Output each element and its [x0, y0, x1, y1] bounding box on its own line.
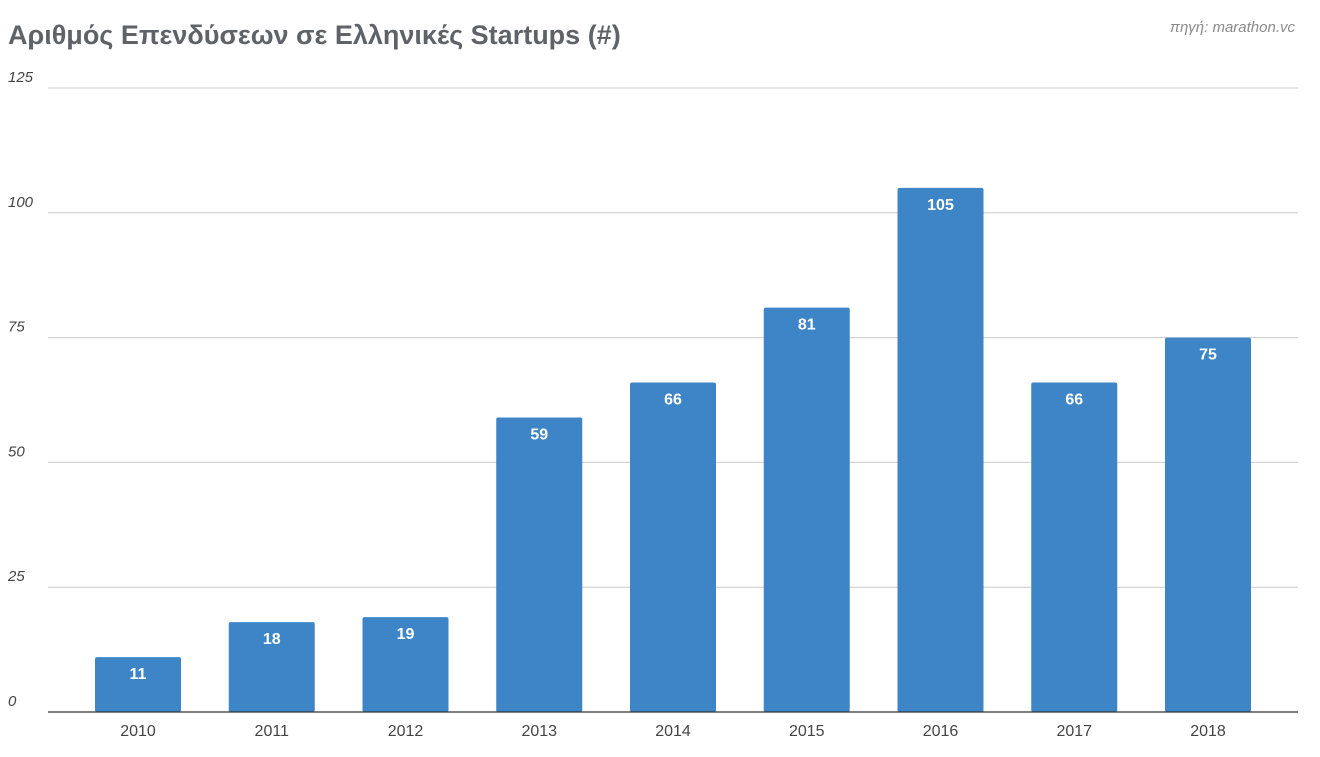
- bar: [1031, 382, 1118, 712]
- bar-data-label: 66: [664, 392, 682, 409]
- x-tick-label: 2013: [521, 723, 557, 740]
- x-tick-label: 2010: [120, 723, 156, 740]
- bar: [362, 617, 449, 712]
- bar: [496, 417, 583, 712]
- y-tick-label: 50: [8, 443, 25, 460]
- bar-data-label: 11: [130, 666, 147, 683]
- bar-data-label: 18: [263, 631, 281, 648]
- bar: [1165, 337, 1251, 712]
- x-tick-label: 2012: [388, 723, 424, 740]
- bar: [763, 307, 850, 712]
- y-tick-label: 25: [7, 568, 25, 585]
- bar: [897, 187, 984, 713]
- bar-data-label: 59: [530, 426, 548, 443]
- bar: [95, 657, 181, 712]
- chart-title: Αριθμός Επενδύσεων σε Ελληνικές Startups…: [8, 20, 621, 50]
- x-tick-label: 2017: [1056, 723, 1092, 740]
- y-tick-label: 75: [8, 319, 25, 336]
- y-tick-label: 125: [8, 69, 34, 86]
- x-tick-label: 2016: [923, 723, 959, 740]
- x-tick-label: 2011: [255, 723, 290, 740]
- x-tick-label: 2015: [789, 723, 825, 740]
- source-note: πηγή: marathon.vc: [1169, 19, 1295, 36]
- bar-data-label: 19: [397, 626, 415, 643]
- bar-data-label: 75: [1199, 347, 1217, 364]
- bar-data-label: 66: [1065, 392, 1083, 409]
- y-tick-label: 0: [8, 693, 17, 710]
- bar: [630, 382, 716, 712]
- y-tick-label: 100: [8, 194, 34, 211]
- bar-data-label: 105: [927, 197, 954, 214]
- bar: [228, 622, 315, 712]
- x-tick-label: 2014: [655, 723, 691, 740]
- bar-data-label: 81: [798, 317, 816, 334]
- x-tick-label: 2018: [1190, 723, 1226, 740]
